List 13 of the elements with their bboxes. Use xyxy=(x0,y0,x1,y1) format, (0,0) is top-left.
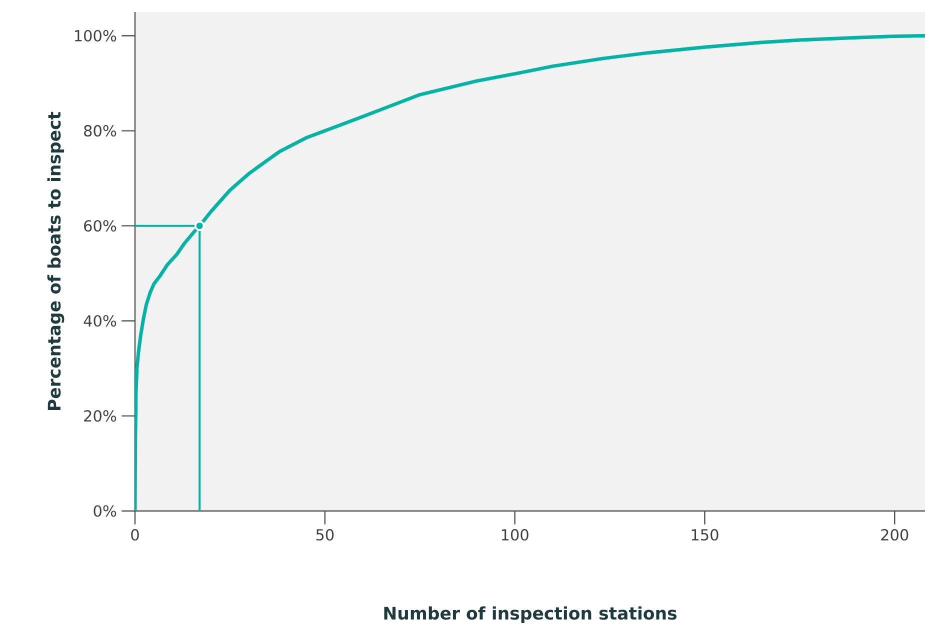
x-tick-label: 200 xyxy=(881,529,908,541)
x-tick-label: 50 xyxy=(316,529,334,541)
x-tick-label: 0 xyxy=(131,529,139,541)
y-tick-label: 60% xyxy=(84,220,116,232)
y-axis-title: Percentage of boats to inspect xyxy=(47,112,64,410)
y-tick-label: 0% xyxy=(94,505,116,517)
y-tick-label: 20% xyxy=(84,410,116,422)
x-axis-title: Number of inspection stations xyxy=(384,606,677,624)
x-tick-label: 150 xyxy=(692,529,718,541)
y-tick-label: 80% xyxy=(84,125,116,137)
y-tick-label: 40% xyxy=(84,315,116,327)
y-tick-label: 100% xyxy=(74,30,116,42)
x-tick-label: 100 xyxy=(502,529,528,541)
